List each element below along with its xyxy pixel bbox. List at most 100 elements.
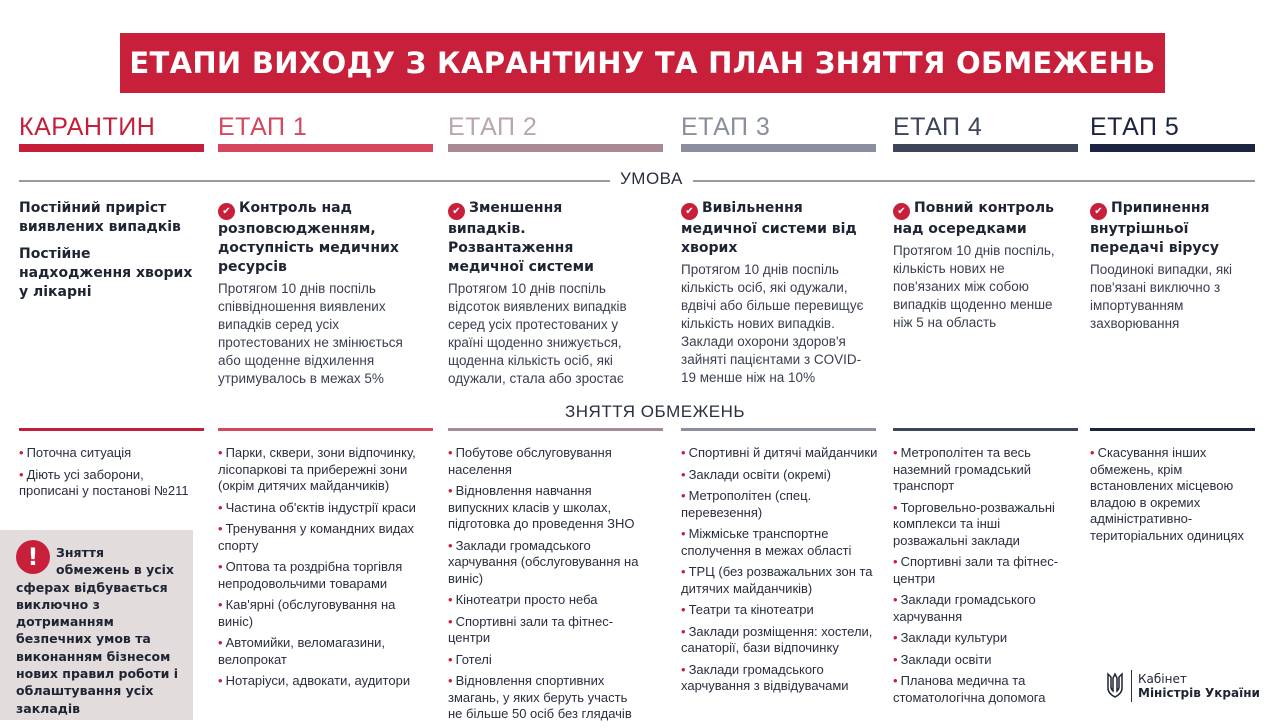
list-item: • Заклади громадського харчування [893,592,1063,625]
list-item: • Частина об'єктів індустрії краси [218,500,423,517]
bullet-icon: • [681,564,686,579]
bullet-icon: • [218,559,223,574]
condition-title-text: Повний контроль над осередками [893,200,1055,237]
restrictions-bar [19,428,204,431]
list-item: • Заклади громадського харчування (обслуг… [448,538,643,588]
list-item: • Нотаріуси, адвокати, аудитори [218,673,423,690]
bullet-icon: • [218,597,223,612]
list-item: • Театри та кінотеатри [681,602,886,619]
list-item: • Метрополітен (спец. перевезення) [681,488,886,521]
list-item: • Спортивні зали та фітнес-центри [893,554,1063,587]
list-item-text: Тренування у командних видах спорту [218,521,415,553]
logo-divider [1131,670,1132,702]
list-item: • Кінотеатри просто неба [448,592,643,609]
list-item: • Поточна ситуація [19,445,204,462]
restrictions-list: • Побутове обслуговування населення • Відно… [448,445,643,728]
stage-title: ЕТАП 5 [1090,113,1180,141]
stage-title: ЕТАП 4 [893,113,983,141]
bullet-icon: • [448,445,453,460]
list-item: • Планова медична та стоматологічна допом… [893,673,1063,706]
cabinet-logo: Кабінет Міністрів України [1105,670,1260,702]
condition-line: Постійне надходження хворих у лікарні [19,246,193,300]
condition-text: Протягом 10 днів поспіль співвідношення … [218,281,403,386]
list-item-text: Діють усі заборони, прописані у постанов… [19,466,189,499]
list-item-text: Заклади громадського харчування з відвід… [681,661,849,694]
list-item: • Скасування інших обмежень, крім встанов… [1090,445,1255,544]
list-item: • Торговельно-розважальні комплекси та ін… [893,500,1063,550]
bullet-icon: • [218,499,223,515]
check-icon: ✔ [681,203,698,220]
list-item-text: Кав'ярні (обслуговування на виніс) [218,597,396,629]
list-item-text: Міжміське транспортне сполучення в межах… [681,526,852,558]
list-item: • Метрополітен та весь наземний громадськ… [893,445,1063,495]
bullet-icon: • [1090,445,1095,460]
stage-condition: ✔ Припинення внутрішньої передачі вірусу П… [1090,199,1255,333]
bullet-icon: • [681,602,686,617]
check-icon: ✔ [448,203,465,220]
bullet-icon: • [893,673,898,688]
list-item-text: Відновлення спортивних змагань, у яких б… [448,673,632,721]
restrictions-list: • Парки, сквери, зони відпочинку, лісопар… [218,445,423,695]
list-item: • Автомийки, веломагазини, велопрокат [218,635,423,668]
stage-condition: ✔ Зменшення випадків. Розвантаження медич… [448,199,643,388]
bullet-icon: • [218,673,223,688]
stage-condition: Постійний приріст виявлених випадків Пост… [19,199,204,302]
stage-bar [681,144,876,152]
list-item-text: Автомийки, веломагазини, велопрокат [218,635,386,667]
list-item-text: Заклади освіти [900,651,992,667]
condition-title: ✔ Припинення внутрішньої передачі вірусу [1090,199,1255,258]
bullet-icon: • [893,554,898,569]
condition-title: ✔ Контроль над розповсюдженням, доступніс… [218,199,423,277]
list-item-text: Спортивні зали та фітнес-центри [893,554,1059,586]
stage-condition: ✔ Повний контроль над осередками Протягом … [893,199,1063,332]
bullet-icon: • [893,499,898,515]
notice-text: Зняття обмежень в усіх сферах відбуваєть… [16,545,178,716]
check-icon: ✔ [1090,203,1107,220]
list-item-text: Спортивні зали та фітнес-центри [448,613,614,646]
stage-bar [218,144,433,152]
bullet-icon: • [218,521,223,536]
list-item-text: Оптова та роздрібна торгівля непродоволь… [218,559,403,591]
list-item-text: Відновлення навчання випускних класів у … [448,483,635,531]
list-item-text: Спортивні й дитячі майданчики [688,445,878,460]
list-item: • Заклади громадського харчування з відві… [681,662,886,695]
bullet-icon: • [448,537,453,553]
bullet-icon: • [681,661,686,677]
condition-line: Постійний приріст виявлених випадків [19,200,181,235]
condition-title-text: Зменшення випадків. Розвантаження медичн… [448,200,594,275]
stage-bar [1090,144,1255,152]
list-item: • Побутове обслуговування населення [448,445,643,478]
trident-icon [1107,672,1123,698]
restrictions-section-label: ЗНЯТТЯ ОБМЕЖЕНЬ [555,402,756,422]
restrictions-list: • Поточна ситуація • Діють усі заборони, пр… [19,445,204,505]
list-item: • ТРЦ (без розважальних зон та дитячих ма… [681,564,886,597]
stage-title: КАРАНТИН [19,113,156,141]
bullet-icon: • [448,651,453,667]
list-item-text: Метрополітен (спец. перевезення) [681,488,812,520]
list-item-text: Поточна ситуація [26,445,132,460]
restrictions-bar [218,428,433,431]
condition-title: ✔ Повний контроль над осередками [893,199,1063,239]
stage-title: ЕТАП 3 [681,113,771,141]
list-item-text: Планова медична та стоматологічна допомо… [893,673,1046,705]
bullet-icon: • [893,630,898,645]
list-item: • Діють усі заборони, прописані у постано… [19,467,204,500]
list-item-text: Побутове обслуговування населення [448,445,612,477]
list-item-text: Торговельно-розважальні комплекси та інш… [893,499,1055,548]
condition-title-text: Вивільнення медичної системи від хворих [681,200,857,256]
list-item: • Спортивні й дитячі майданчики [681,445,886,462]
list-item-text: Кінотеатри просто неба [455,592,598,607]
list-item: • Відновлення навчання випускних класів у… [448,483,643,533]
stage-condition: ✔ Вивільнення медичної системи від хворих… [681,199,876,387]
list-item-text: Заклади громадського харчування [893,592,1036,624]
stage-condition: ✔ Контроль над розповсюдженням, доступніс… [218,199,423,388]
exclamation-icon: ! [16,540,50,574]
bullet-icon: • [448,592,453,607]
bullet-icon: • [19,445,24,460]
list-item: • Заклади освіти (окремі) [681,467,886,484]
list-item-text: Готелі [455,651,492,667]
list-item: • Заклади освіти [893,652,1063,669]
list-item-text: Парки, сквери, зони відпочинку, лісопарк… [218,445,416,493]
list-item-text: Заклади громадського харчування (обслуго… [448,537,639,586]
bullet-icon: • [448,673,453,688]
